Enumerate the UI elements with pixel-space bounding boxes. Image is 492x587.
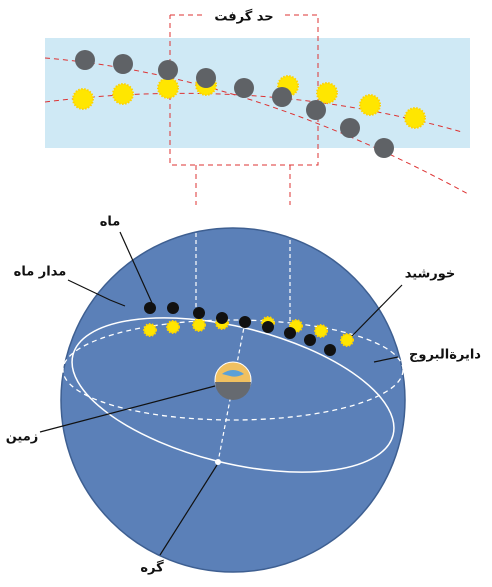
node-leader — [159, 464, 218, 556]
node-label: گره — [140, 560, 164, 576]
zoom-panel — [45, 38, 470, 148]
ecliptic-leader — [373, 356, 399, 363]
eclipse-limit-label: حد گرفت — [214, 9, 273, 25]
earth — [214, 361, 252, 400]
suns-top — [72, 74, 426, 129]
ecliptic — [62, 319, 404, 421]
orbit-leader — [67, 279, 126, 307]
sun-label: خورشید — [405, 267, 456, 282]
sun-leader — [351, 284, 403, 337]
earth-label: زمین — [6, 430, 39, 445]
moons-top — [75, 50, 394, 158]
ecliptic-label: دایرةالبروج — [409, 348, 481, 363]
moons — [144, 302, 336, 356]
earth-leader — [39, 385, 216, 433]
moon-label: ماه — [100, 215, 121, 230]
moon-orbit-label: مدار ماه — [14, 265, 67, 280]
moon-leader — [119, 231, 153, 304]
node-point — [215, 459, 221, 465]
